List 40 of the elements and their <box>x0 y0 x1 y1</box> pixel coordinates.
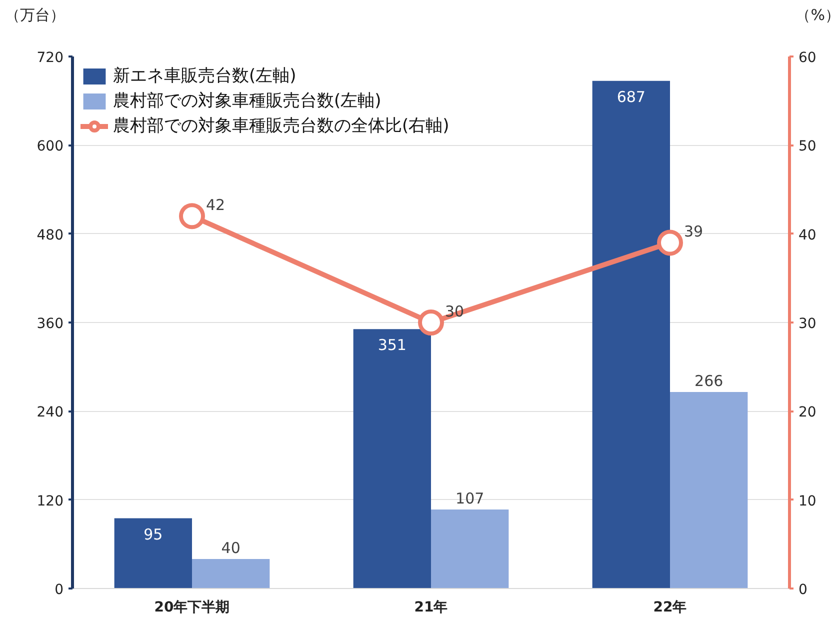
y2-axis-title: （%） <box>796 5 839 26</box>
data-label: 107 <box>456 489 484 508</box>
y2-tick-label: 60 <box>798 50 816 66</box>
data-label: 30 <box>445 302 464 320</box>
y-tick-label: 240 <box>36 404 64 421</box>
point <box>418 310 444 336</box>
x-tick-label: 22年 <box>653 600 687 616</box>
bar <box>353 329 431 588</box>
y2-tick-label: 10 <box>798 493 816 510</box>
legend-label: 農村部での対象車種販売台数(左軸) <box>113 90 382 112</box>
y-tick-label: 720 <box>36 50 64 66</box>
data-label: 40 <box>221 538 240 557</box>
data-label: 95 <box>144 525 163 544</box>
data-label: 39 <box>684 222 704 241</box>
data-label: 351 <box>378 336 406 354</box>
legend-label: 新エネ車販売台数(左軸) <box>113 65 296 87</box>
y2-tick-label: 20 <box>798 404 816 421</box>
y-axis-title: （万台） <box>5 5 65 26</box>
x-tick-label: 20年下半期 <box>154 600 230 616</box>
y2-tick-label: 50 <box>798 138 816 155</box>
y-tick-label: 120 <box>36 493 64 510</box>
data-label: 42 <box>206 196 226 214</box>
y-tick-label: 480 <box>36 227 64 244</box>
x-tick-label: 21年 <box>414 600 448 616</box>
data-label: 266 <box>694 372 724 390</box>
y-tick-label: 360 <box>36 316 64 332</box>
bar <box>192 558 270 588</box>
y-tick-label: 0 <box>54 582 64 598</box>
bar <box>592 80 670 588</box>
bar <box>431 509 509 588</box>
bar <box>114 518 192 588</box>
y2-tick-label: 0 <box>798 582 808 598</box>
data-label: 687 <box>616 88 646 106</box>
point <box>657 230 683 256</box>
bar <box>670 392 748 588</box>
y-tick-label: 600 <box>36 138 64 155</box>
y2-tick-label: 40 <box>798 227 816 244</box>
legend-label: 農村部での対象車種販売台数の全体比(右軸) <box>113 115 450 137</box>
y2-tick-label: 30 <box>798 316 816 332</box>
point <box>179 203 205 230</box>
